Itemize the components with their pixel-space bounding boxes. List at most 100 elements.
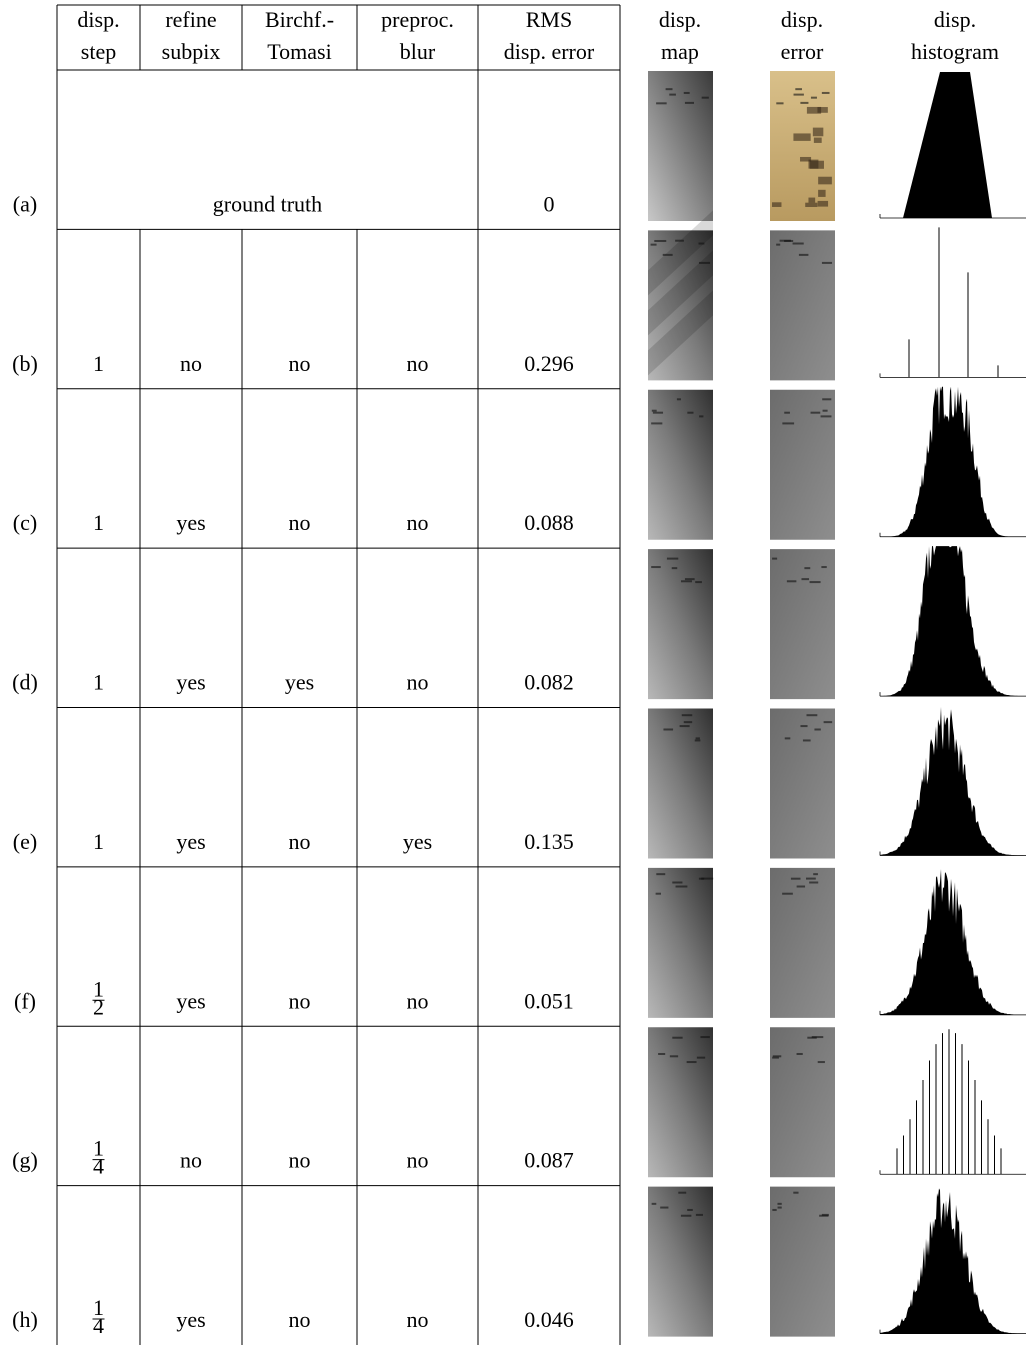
histogram — [880, 868, 1026, 1015]
error-image-detail — [813, 137, 822, 143]
image-artifact — [695, 581, 702, 584]
error-image — [770, 230, 835, 381]
image-artifact — [821, 261, 833, 264]
image-artifact — [782, 892, 793, 895]
disparity-map — [648, 549, 713, 700]
cell-text: no — [289, 351, 311, 376]
image-artifact — [814, 728, 821, 731]
column-header: disp. — [659, 7, 701, 32]
cell-text: no — [289, 988, 311, 1013]
image-artifact — [786, 580, 797, 583]
image-artifact — [671, 567, 678, 570]
cell-text: 0.082 — [524, 670, 574, 695]
column-header: map — [661, 39, 699, 64]
image-artifact — [810, 96, 817, 99]
image-artifact — [820, 415, 832, 418]
image-artifact — [683, 91, 690, 94]
image-artifact — [651, 409, 657, 412]
image-artifact — [795, 88, 802, 91]
image-artifact — [686, 1061, 697, 1064]
error-image-detail — [800, 156, 812, 162]
column-header: preproc. — [381, 7, 454, 32]
image-artifact — [698, 877, 705, 880]
cell-text: 1 — [93, 670, 104, 695]
row-label: (b) — [12, 351, 38, 376]
image-artifact — [823, 721, 833, 724]
image-artifact — [777, 1202, 782, 1205]
image-artifact — [800, 101, 809, 104]
image-artifact — [676, 398, 681, 401]
image-artifact — [678, 1191, 687, 1194]
fraction-denominator: 4 — [93, 1154, 104, 1179]
image-artifact — [699, 415, 704, 418]
cell-text: no — [407, 988, 429, 1013]
column-header: error — [781, 39, 824, 64]
image-artifact — [793, 93, 804, 96]
error-image-detail — [817, 107, 828, 113]
image-artifact — [822, 398, 832, 401]
row-label: (h) — [12, 1307, 38, 1332]
fraction-numerator: 1 — [93, 1136, 104, 1161]
image-artifact — [809, 581, 821, 584]
error-image-detail — [806, 106, 822, 114]
column-header: Birchf.- — [265, 7, 334, 32]
histogram — [880, 386, 1026, 537]
image-artifact — [701, 96, 709, 99]
image-artifact — [800, 725, 808, 728]
row-label: (e) — [13, 829, 37, 854]
image-artifact — [654, 239, 667, 242]
column-header: disp. — [781, 7, 823, 32]
image-artifact — [660, 1206, 669, 1209]
disparity-map — [648, 230, 713, 381]
cell-text: 0.087 — [524, 1148, 574, 1173]
disparity-map — [648, 71, 713, 221]
histogram — [880, 706, 1026, 856]
cell-text: 0.135 — [524, 829, 574, 854]
error-image — [770, 1027, 835, 1178]
image-artifact — [821, 91, 830, 94]
image-artifact — [651, 422, 663, 425]
image-artifact — [681, 714, 693, 717]
row-label: (a) — [13, 191, 37, 216]
cell-text: 0.088 — [524, 510, 574, 535]
cell-text: yes — [176, 510, 205, 535]
cell-text: no — [289, 510, 311, 535]
image-artifact — [793, 1191, 799, 1194]
disparity-map — [648, 389, 713, 540]
cell-text: 0 — [544, 191, 555, 216]
cell-text: yes — [176, 829, 205, 854]
error-image-detail — [809, 160, 824, 169]
error-image-detail — [818, 189, 826, 197]
error-image-detail — [805, 202, 818, 208]
cell-text: no — [407, 1307, 429, 1332]
image-artifact — [813, 873, 818, 876]
image-artifact — [821, 1213, 829, 1216]
image-artifact — [772, 1055, 782, 1058]
error-image-detail — [793, 133, 811, 141]
column-header: step — [81, 39, 116, 64]
image-artifact — [792, 242, 804, 245]
image-artifact — [655, 892, 661, 895]
image-artifact — [695, 1213, 703, 1216]
image-artifact — [651, 566, 661, 569]
error-image — [770, 1186, 835, 1337]
image-artifact — [672, 1036, 683, 1039]
image-artifact — [796, 885, 806, 888]
disparity-map — [648, 708, 713, 859]
map-band — [648, 290, 713, 376]
image-artifact — [784, 411, 790, 414]
image-artifact — [672, 881, 683, 884]
row-label: (g) — [12, 1148, 38, 1173]
cell-text: no — [407, 670, 429, 695]
image-artifact — [817, 1061, 825, 1064]
column-header: disp. — [77, 7, 119, 32]
image-artifact — [806, 877, 816, 880]
image-artifact — [790, 877, 801, 880]
cell-text: 0.046 — [524, 1307, 574, 1332]
cell-text: no — [407, 1148, 429, 1173]
error-image-detail — [808, 197, 816, 203]
image-artifact — [784, 737, 791, 740]
histogram — [880, 546, 1026, 697]
image-artifact — [796, 1052, 803, 1055]
cell-text: yes — [176, 670, 205, 695]
